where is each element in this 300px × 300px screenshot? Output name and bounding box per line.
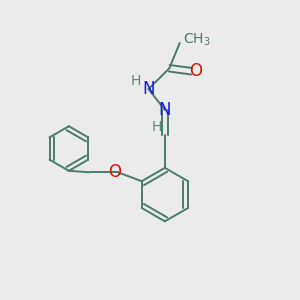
Text: O: O — [190, 62, 202, 80]
Text: H: H — [131, 74, 141, 88]
Text: N: N — [142, 80, 155, 98]
Text: N: N — [159, 101, 171, 119]
Text: H: H — [152, 120, 162, 134]
Text: O: O — [108, 163, 121, 181]
Text: CH$_3$: CH$_3$ — [183, 32, 210, 48]
